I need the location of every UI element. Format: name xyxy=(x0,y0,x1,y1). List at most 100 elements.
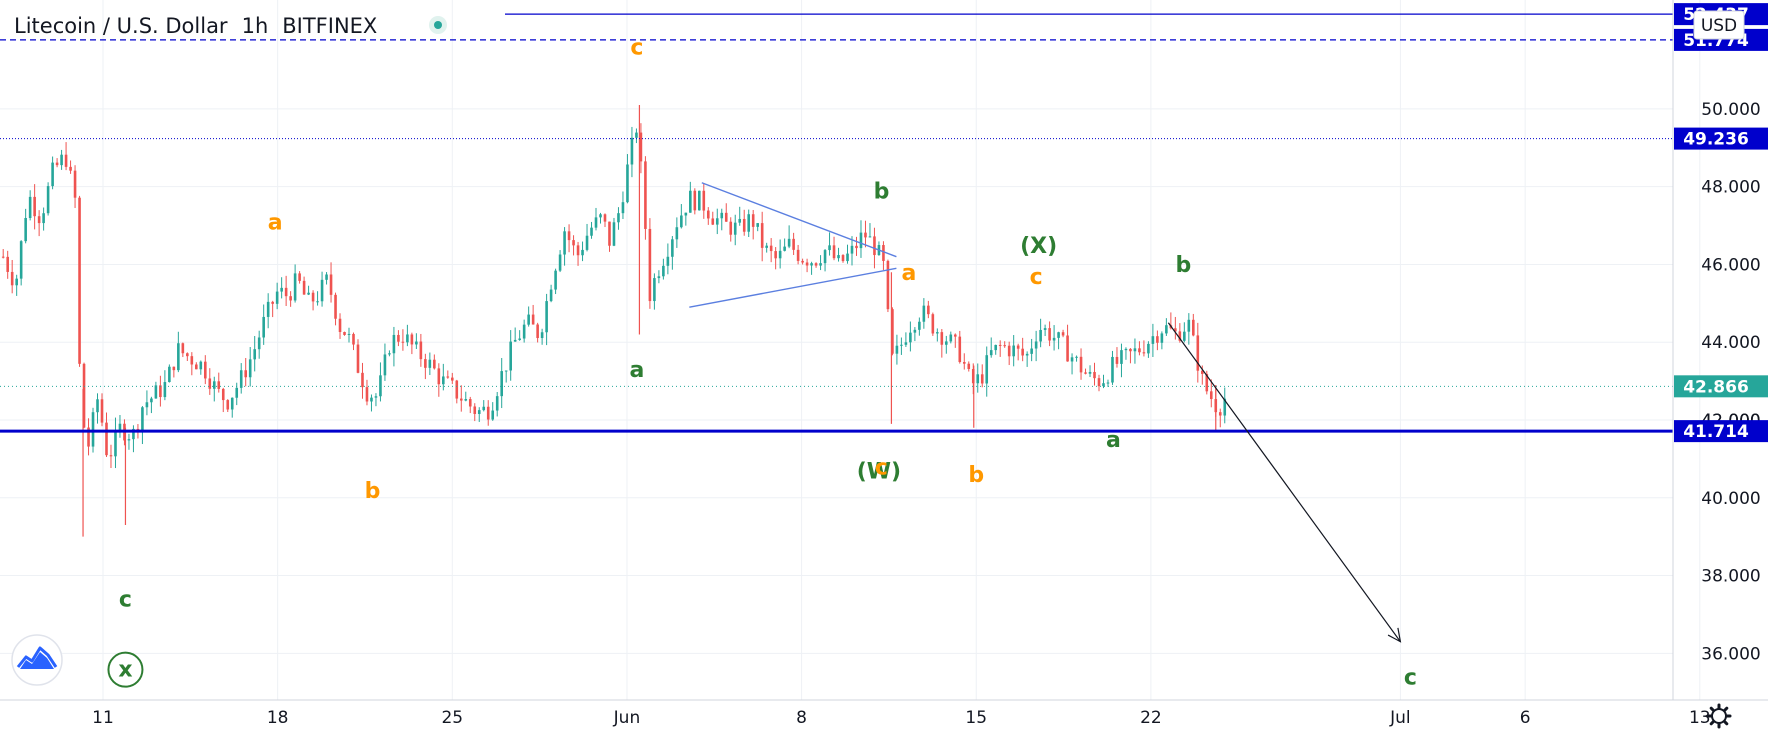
candle-body xyxy=(554,270,557,290)
candle-body xyxy=(69,166,72,171)
wave-label[interactable]: x xyxy=(118,658,132,683)
candle-body xyxy=(168,366,171,383)
candle-body xyxy=(159,385,162,398)
candle-body xyxy=(437,368,441,385)
candle-body xyxy=(235,387,239,398)
wave-label[interactable]: (X) xyxy=(1020,234,1057,259)
candle-body xyxy=(221,388,225,401)
candle-body xyxy=(666,256,670,266)
candle-body xyxy=(64,154,68,167)
wave-label[interactable]: a xyxy=(1106,428,1121,453)
candle-body xyxy=(195,364,198,370)
candle-body xyxy=(693,190,697,211)
candle-body xyxy=(1115,356,1119,364)
candle-body xyxy=(1016,345,1020,349)
candle-body xyxy=(442,376,445,385)
price-tag-label: 41.714 xyxy=(1683,422,1749,442)
candle-body xyxy=(909,332,912,343)
candle-body xyxy=(855,245,858,249)
candle-body xyxy=(769,245,773,252)
wave-label[interactable]: b xyxy=(968,463,984,488)
wave-label[interactable]: (W) xyxy=(857,459,901,484)
wave-label-circle xyxy=(107,651,144,688)
candle-body xyxy=(733,222,737,235)
candle-body xyxy=(998,344,1002,346)
currency-button[interactable]: USD xyxy=(1693,10,1745,40)
candle-body xyxy=(289,296,292,301)
wave-label[interactable]: a xyxy=(630,358,645,383)
time-axis[interactable]: 11 18 25 Jun 8 15 22 Jul 6 13 xyxy=(92,708,1710,728)
candle-body xyxy=(1079,356,1083,373)
candle-body xyxy=(356,344,360,373)
candle-body xyxy=(150,398,153,403)
candle-body xyxy=(428,359,432,368)
candle-body xyxy=(433,359,436,369)
time-tick-label: 25 xyxy=(441,708,463,728)
candle-body xyxy=(1,256,5,258)
wave-label[interactable]: c xyxy=(630,35,643,60)
candle-body xyxy=(617,213,620,223)
candle-body xyxy=(1066,335,1069,362)
triangle-upper-line[interactable] xyxy=(701,182,897,258)
symbol-title[interactable]: Litecoin / U.S. Dollar 1h BITFINEX xyxy=(14,14,377,38)
wave-label[interactable]: a xyxy=(901,261,916,286)
candle-body xyxy=(742,218,746,232)
time-tick-label: Jun xyxy=(613,708,641,728)
candle-body xyxy=(271,301,274,304)
candle-body xyxy=(217,381,221,389)
candle-body xyxy=(1223,398,1227,416)
candle-body xyxy=(244,370,248,378)
wave-label[interactable]: c xyxy=(119,588,132,613)
candle-body xyxy=(226,400,230,410)
candle-body xyxy=(105,422,108,456)
candle-body xyxy=(549,289,553,302)
candle-body xyxy=(1133,348,1137,352)
wave-label[interactable]: c xyxy=(875,455,888,480)
price-tick-label: 40.000 xyxy=(1701,489,1760,509)
candle-body xyxy=(823,250,827,264)
candle-body xyxy=(257,337,261,350)
wave-label[interactable]: c xyxy=(1404,665,1417,690)
candle-body xyxy=(828,245,831,251)
candle-body xyxy=(1102,383,1105,387)
candle-body xyxy=(1084,372,1087,374)
candle-body xyxy=(190,356,194,365)
wave-label[interactable]: b xyxy=(874,179,890,204)
price-tag-label: 49.236 xyxy=(1683,130,1749,150)
candle-body xyxy=(1151,336,1155,344)
candle-body xyxy=(1007,345,1011,357)
candle-body xyxy=(6,256,9,272)
candle-body xyxy=(388,353,391,355)
wave-label[interactable]: b xyxy=(365,479,381,504)
candle-body xyxy=(859,232,863,249)
candle-body xyxy=(199,361,203,370)
current-price-tag-bg xyxy=(1674,375,1768,398)
candle-body xyxy=(1097,378,1101,387)
candle-body xyxy=(1178,331,1182,341)
triangle-lower-line[interactable] xyxy=(689,267,897,308)
candle-body xyxy=(522,324,526,339)
candle-body xyxy=(585,235,589,250)
candle-body xyxy=(1205,373,1209,392)
candle-body xyxy=(864,232,867,238)
candle-body xyxy=(572,240,575,246)
wave-label[interactable]: c xyxy=(1030,265,1043,290)
candle-body xyxy=(846,253,849,262)
candle-body xyxy=(42,213,45,224)
candle-body xyxy=(738,218,742,223)
candle-body xyxy=(675,227,679,240)
candle-body xyxy=(316,301,319,303)
wave-label[interactable]: a xyxy=(268,210,283,235)
candle-body xyxy=(365,387,369,402)
candle-body xyxy=(796,249,800,261)
wave-label[interactable]: b xyxy=(1175,253,1191,278)
tradingview-logo-icon[interactable] xyxy=(11,634,63,686)
candle-body xyxy=(994,344,998,351)
candle-body xyxy=(28,196,32,218)
forecast-arrow-line[interactable] xyxy=(1167,322,1401,643)
candle-body xyxy=(482,406,486,411)
candle-body xyxy=(927,305,930,315)
candle-body xyxy=(612,222,616,246)
settings-gear-icon[interactable] xyxy=(1706,703,1732,729)
